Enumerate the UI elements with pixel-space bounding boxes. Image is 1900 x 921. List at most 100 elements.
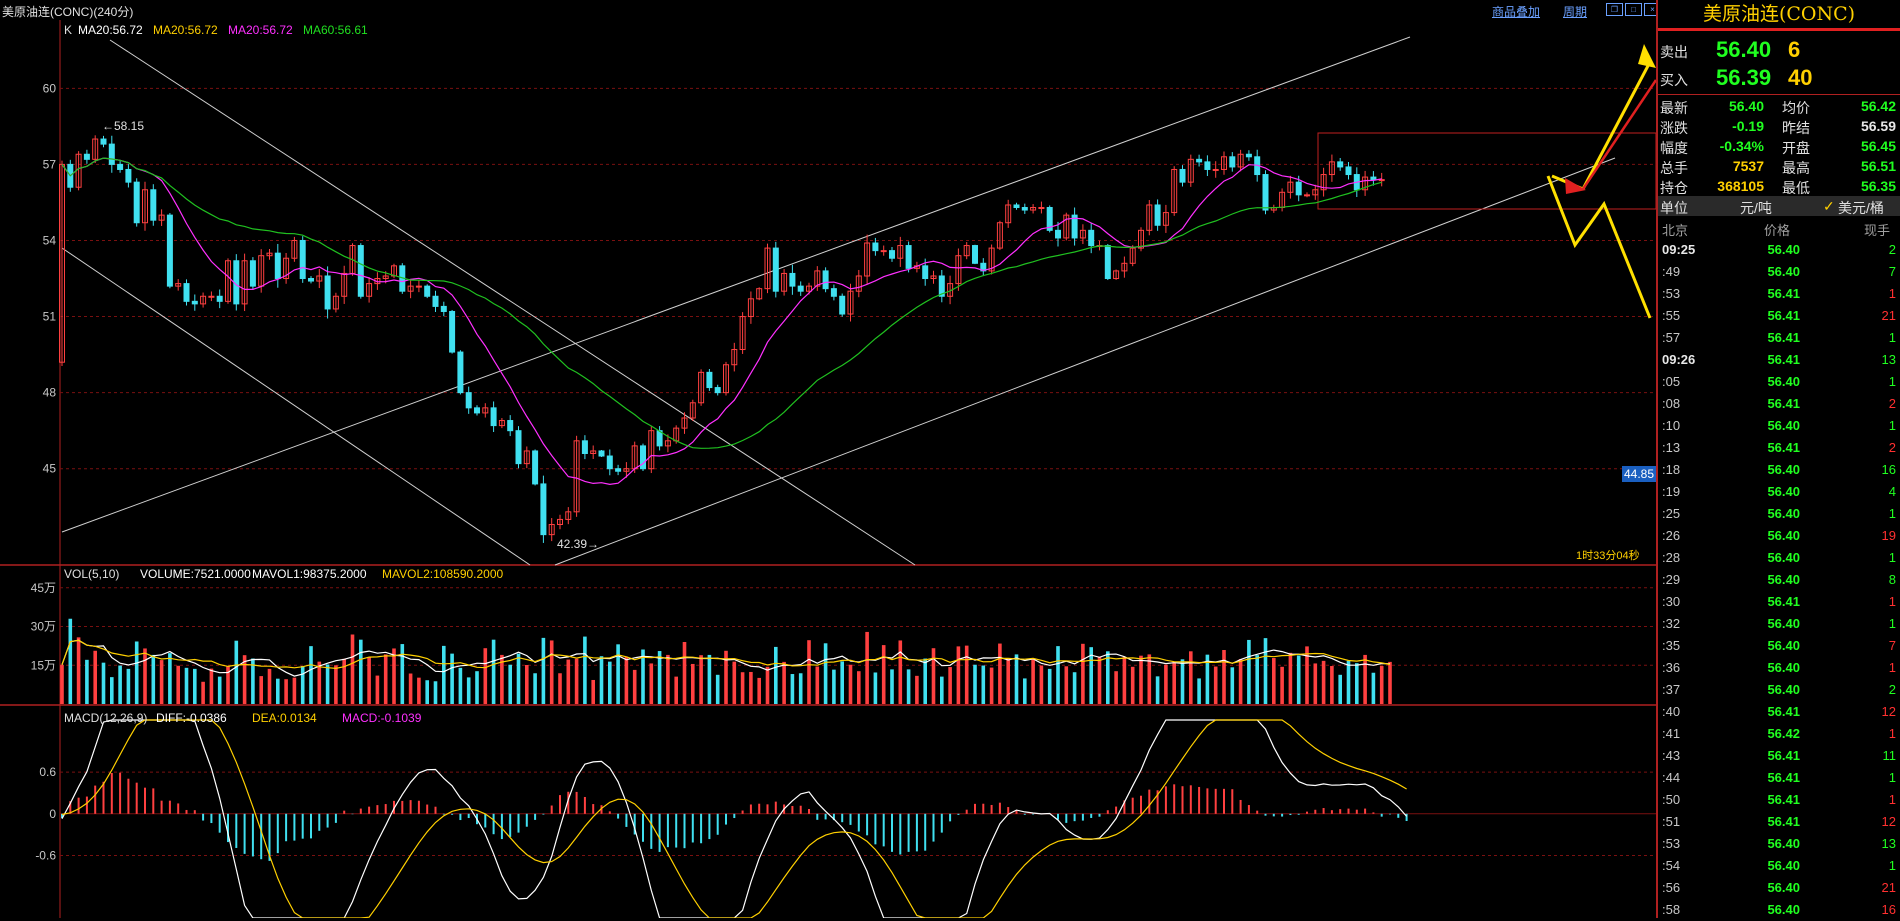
tick-time: :41 bbox=[1662, 726, 1681, 741]
candle bbox=[241, 260, 248, 305]
tick-price: 56.40 bbox=[1767, 528, 1800, 543]
volume-bar bbox=[68, 618, 73, 704]
macd-value-label: MACD:-0.1039 bbox=[342, 711, 422, 725]
volume-bar bbox=[624, 656, 629, 704]
volume-bar bbox=[491, 639, 496, 704]
tick-time: :18 bbox=[1662, 462, 1681, 477]
volume-bar bbox=[1213, 666, 1218, 704]
volume-bar bbox=[325, 664, 330, 704]
volume-bar bbox=[217, 676, 222, 704]
tick-volume: 12 bbox=[1881, 814, 1896, 829]
unit-usd[interactable]: 美元/桶 bbox=[1838, 200, 1884, 216]
volume-bar bbox=[1363, 654, 1367, 704]
stat-value: 56.45 bbox=[1860, 138, 1896, 154]
tick-volume: 13 bbox=[1881, 352, 1896, 367]
candle bbox=[905, 245, 912, 269]
vol-tick-label: 15万 bbox=[31, 658, 56, 672]
candle bbox=[664, 440, 671, 447]
stat-label: 总手 bbox=[1660, 160, 1688, 176]
volume-bar bbox=[284, 679, 288, 704]
volume-bar bbox=[1230, 667, 1235, 704]
candle bbox=[100, 138, 107, 145]
tick-price: 56.40 bbox=[1767, 462, 1800, 477]
volume-bar bbox=[1139, 655, 1143, 704]
candle bbox=[988, 247, 995, 272]
overlay-link[interactable]: 商品叠加 bbox=[1492, 5, 1541, 19]
candle bbox=[806, 285, 812, 292]
mavol2-label: MAVOL2:108590.2000 bbox=[382, 567, 504, 581]
volume-bar bbox=[906, 669, 911, 704]
candle bbox=[557, 518, 563, 525]
tick-row: :53 56.41 1 bbox=[1658, 283, 1900, 305]
countdown-label: 1时33分04秒 bbox=[1576, 548, 1640, 562]
volume-bar bbox=[1222, 650, 1226, 704]
tick-row: :49 56.40 7 bbox=[1658, 261, 1900, 283]
candle bbox=[938, 275, 945, 297]
macd-tick-label: 0 bbox=[49, 807, 56, 821]
mavol1-line bbox=[61, 639, 1391, 677]
tick-header: 北京 价格 现手 bbox=[1658, 219, 1900, 239]
y-tick-label: 54 bbox=[43, 233, 57, 247]
volume-bar bbox=[823, 643, 828, 704]
chart-title: 美原油连(CONC)(240分) bbox=[2, 5, 134, 19]
tick-row: :44 56.41 1 bbox=[1658, 767, 1900, 789]
restore-icon[interactable]: ❐ bbox=[1606, 3, 1623, 16]
sell-row[interactable]: 卖出 56.40 6 bbox=[1658, 36, 1900, 66]
volume-bar bbox=[151, 654, 156, 704]
buy-qty: 40 bbox=[1788, 65, 1813, 90]
volume-bar bbox=[1371, 672, 1376, 704]
quote-stat-row: 幅度 -0.34% 开盘 56.45 bbox=[1658, 137, 1900, 157]
candle bbox=[1204, 161, 1211, 170]
tick-price: 56.41 bbox=[1767, 440, 1800, 455]
volume-bar bbox=[1106, 651, 1110, 704]
tick-price: 56.41 bbox=[1767, 352, 1800, 367]
volume-bar bbox=[948, 667, 952, 704]
candle bbox=[382, 275, 389, 280]
tick-row: :32 56.40 1 bbox=[1658, 613, 1900, 635]
buy-price: 56.39 bbox=[1716, 65, 1772, 90]
volume-bar bbox=[715, 674, 720, 704]
candle bbox=[739, 316, 746, 351]
volume-bar bbox=[657, 651, 662, 704]
candle bbox=[1038, 207, 1045, 210]
tick-row: :43 56.41 11 bbox=[1658, 745, 1900, 767]
candle bbox=[689, 402, 696, 419]
kline-chart[interactable]: 60 57 54 51 48 45 K MA20:56.72 MA20:56.72 MA20:56… bbox=[0, 20, 1656, 918]
volume-bar bbox=[367, 657, 371, 704]
volume-bar bbox=[1238, 659, 1243, 704]
candle bbox=[1221, 156, 1227, 170]
tick-time: :29 bbox=[1662, 572, 1681, 587]
volume-bar bbox=[442, 645, 446, 704]
maximize-icon[interactable]: □ bbox=[1625, 3, 1642, 16]
volume-bar bbox=[740, 672, 745, 704]
volume-bar bbox=[1147, 654, 1152, 704]
ma20-line bbox=[61, 157, 1382, 486]
tick-volume: 2 bbox=[1888, 682, 1896, 697]
col-price: 价格 bbox=[1764, 223, 1791, 238]
candle bbox=[648, 430, 655, 470]
candle bbox=[1088, 229, 1095, 247]
stat-value: 56.35 bbox=[1860, 178, 1896, 194]
volume-bar bbox=[1305, 646, 1309, 704]
candle bbox=[880, 250, 887, 253]
volume-bar bbox=[873, 672, 878, 704]
macd-tick-label: 0.6 bbox=[39, 765, 56, 779]
macd-tick-label: -0.6 bbox=[35, 848, 56, 862]
volume-bar bbox=[159, 660, 164, 704]
tick-row: :58 56.40 16 bbox=[1658, 899, 1900, 921]
tick-price: 56.41 bbox=[1767, 814, 1800, 829]
period-link[interactable]: 周期 bbox=[1563, 5, 1588, 19]
candle bbox=[200, 295, 207, 305]
candle bbox=[864, 242, 871, 277]
tick-volume: 12 bbox=[1881, 704, 1896, 719]
tick-price: 56.41 bbox=[1767, 330, 1800, 345]
tick-volume: 2 bbox=[1888, 242, 1896, 257]
trend-line bbox=[109, 39, 916, 566]
candle bbox=[308, 278, 314, 282]
volume-bar bbox=[226, 666, 230, 704]
trend-line bbox=[61, 36, 1411, 533]
buy-row[interactable]: 买入 56.39 40 bbox=[1658, 64, 1900, 94]
tick-volume: 7 bbox=[1888, 638, 1896, 653]
volume-bar bbox=[201, 681, 205, 704]
unit-cny[interactable]: 元/吨 bbox=[1740, 200, 1772, 216]
